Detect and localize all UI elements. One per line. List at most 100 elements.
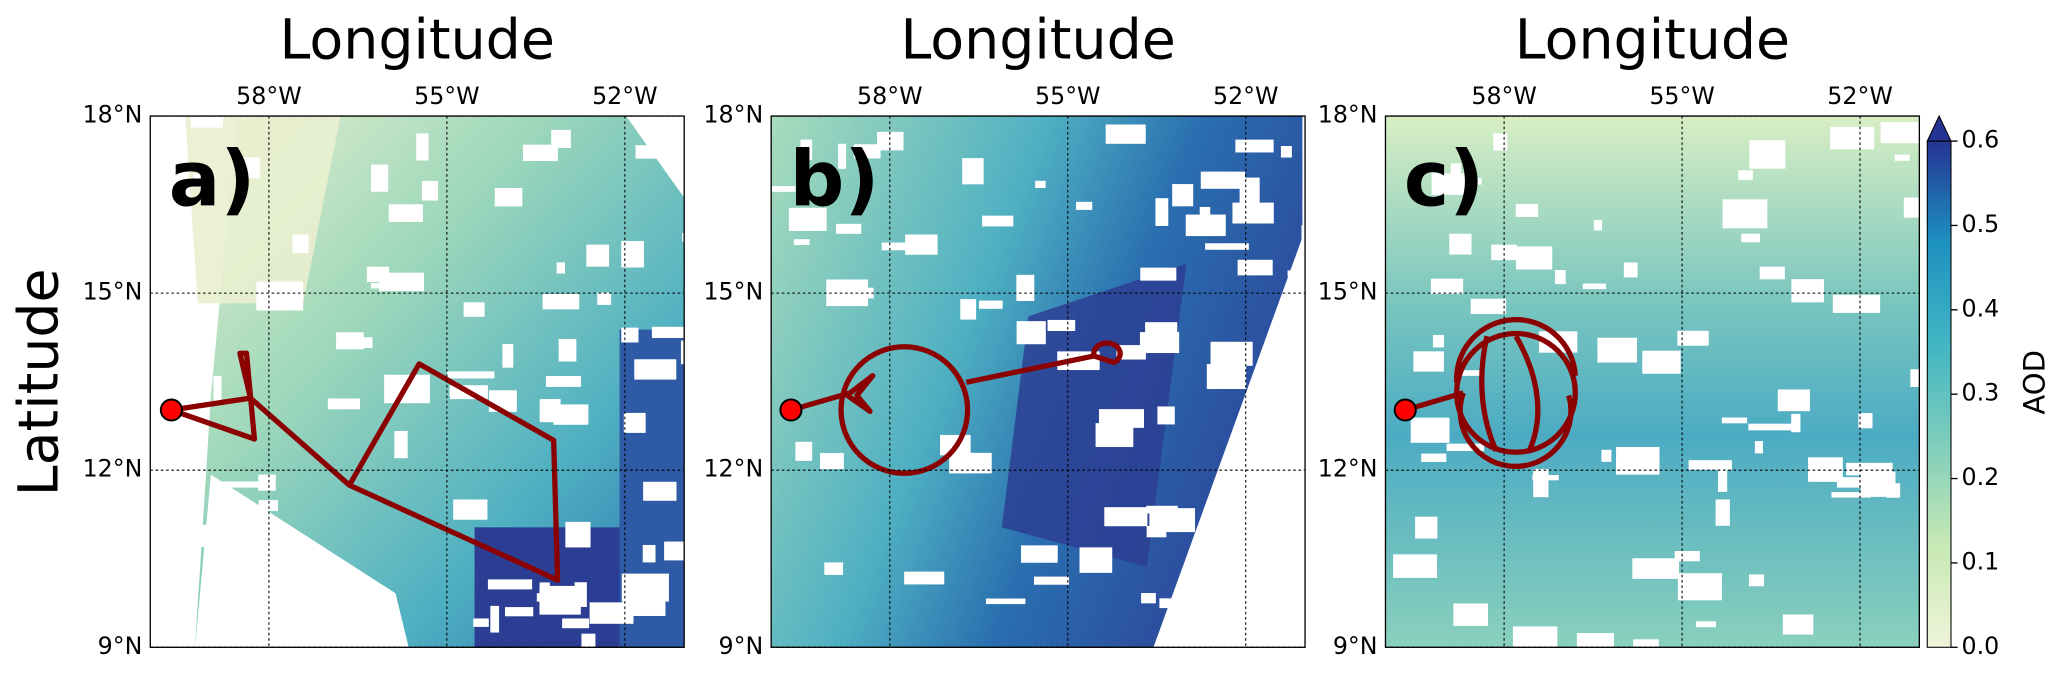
cloud-gap bbox=[881, 242, 922, 251]
cloud-gap bbox=[1894, 154, 1910, 161]
cloud-gap bbox=[1576, 633, 1615, 648]
colorbar-tick-label: 0.1 bbox=[1962, 547, 2000, 575]
cloud-gap bbox=[362, 337, 373, 349]
cloud-gap bbox=[877, 131, 904, 151]
aod-fields bbox=[150, 116, 1920, 648]
y-tick-label: 15°N bbox=[1318, 278, 1378, 306]
y-tick-label: 15°N bbox=[83, 278, 143, 306]
cloud-gap bbox=[1695, 621, 1717, 628]
cloud-gap bbox=[1754, 441, 1764, 454]
cloud-gap bbox=[1140, 267, 1177, 281]
cloud-gap bbox=[662, 129, 685, 149]
y-axis-title: Latitude bbox=[7, 268, 71, 496]
cloud-gap bbox=[1832, 294, 1881, 313]
cloud-gap bbox=[1182, 627, 1219, 647]
cloud-gap bbox=[985, 598, 1026, 605]
cloud-gap bbox=[327, 398, 361, 410]
y-tick-label: 9°N bbox=[719, 632, 764, 660]
cloud-gap bbox=[556, 262, 565, 274]
cloud-gap bbox=[1413, 351, 1444, 372]
cloud-gap bbox=[1808, 457, 1843, 482]
cloud-gap bbox=[379, 272, 425, 292]
cloud-gap bbox=[1237, 259, 1273, 276]
cloud-gap bbox=[1450, 163, 1461, 181]
cloud-gap bbox=[788, 207, 827, 231]
cloud-gap bbox=[1233, 548, 1250, 567]
cloud-gap bbox=[1759, 266, 1785, 280]
cloud-gap bbox=[1593, 219, 1603, 231]
cloud-gap bbox=[1674, 551, 1700, 562]
flight-track bbox=[838, 344, 971, 476]
cloud-gap bbox=[1791, 279, 1824, 303]
cloud-gap bbox=[1430, 278, 1464, 294]
cloud-gap bbox=[1748, 423, 1794, 431]
panel-label: b) bbox=[790, 136, 880, 225]
cloud-gap bbox=[819, 452, 844, 470]
cloud-gap bbox=[539, 585, 581, 615]
cloud-gap bbox=[1642, 350, 1681, 374]
cloud-gap bbox=[1533, 468, 1549, 498]
flight-track bbox=[170, 350, 561, 583]
cloud-gap bbox=[1632, 558, 1680, 579]
cloud-gap bbox=[1095, 423, 1134, 448]
map-frame bbox=[1384, 115, 1921, 648]
cloud-gap bbox=[651, 326, 685, 339]
y-tick-label: 18°N bbox=[703, 101, 763, 129]
cloud-gap bbox=[1415, 516, 1438, 539]
cloud-gap bbox=[292, 234, 309, 254]
cloud-gap bbox=[1287, 270, 1306, 277]
start-point bbox=[779, 398, 803, 422]
cloud-gap bbox=[213, 375, 222, 403]
cloud-gap bbox=[1016, 321, 1046, 345]
cloud-gap bbox=[664, 541, 685, 561]
cloud-gaps bbox=[150, 116, 685, 648]
cloud-gap bbox=[982, 215, 1014, 227]
cloud-gap bbox=[191, 332, 206, 340]
cloud-gap bbox=[643, 481, 677, 501]
cloud-gaps bbox=[1393, 122, 1920, 648]
cloud-gap bbox=[1232, 202, 1274, 224]
colorbar-tick-label: 0.0 bbox=[1962, 632, 2000, 660]
x-tick-label: 52°W bbox=[592, 82, 658, 110]
cloud-gap bbox=[220, 481, 264, 488]
x-tick-label: 58°W bbox=[1471, 82, 1537, 110]
cloud-gap bbox=[1016, 274, 1035, 302]
cloud-gap bbox=[1741, 233, 1760, 243]
cloud-gap bbox=[553, 404, 589, 425]
y-tick-label: 12°N bbox=[703, 455, 763, 483]
cloud-gap bbox=[1421, 453, 1447, 462]
cloud-gap bbox=[853, 144, 881, 159]
cloud-gap bbox=[597, 292, 612, 305]
cloud-gap bbox=[771, 186, 796, 192]
cloud-gap bbox=[1146, 505, 1178, 514]
cloud-gap bbox=[1633, 639, 1659, 648]
cloud-gap bbox=[487, 579, 533, 590]
cloud-gap bbox=[800, 139, 813, 160]
cloud-gap bbox=[494, 187, 523, 207]
cloud-gap bbox=[1200, 171, 1246, 189]
colorbar-tick-label: 0.2 bbox=[1962, 463, 2000, 491]
cloud-gap bbox=[565, 521, 591, 548]
cloud-gap bbox=[1715, 499, 1730, 526]
colorbar-tick-label: 0.4 bbox=[1962, 294, 2000, 322]
y-tick-label: 12°N bbox=[1318, 455, 1378, 483]
cloud-gap bbox=[642, 544, 656, 563]
cloud-gap bbox=[1276, 487, 1292, 496]
cloud-gap bbox=[904, 571, 945, 585]
cloud-gap bbox=[1688, 460, 1732, 470]
cloud-gap bbox=[256, 281, 304, 311]
cloud-gap bbox=[1210, 341, 1253, 366]
cloud-gap bbox=[1903, 197, 1920, 218]
cloud-gap bbox=[1777, 389, 1810, 412]
cloud-gap bbox=[447, 371, 495, 379]
cloud-gap bbox=[1554, 270, 1566, 285]
cloud-gap bbox=[824, 562, 844, 575]
cloud-gap bbox=[635, 145, 658, 159]
cloud-gap bbox=[505, 607, 534, 617]
cloud-gap bbox=[1718, 464, 1728, 492]
y-tick-label: 9°N bbox=[1333, 632, 1378, 660]
cloud-gap bbox=[421, 180, 439, 201]
cloud-gap bbox=[1782, 614, 1814, 635]
cloud-gap bbox=[1432, 334, 1444, 348]
cloud-gap bbox=[1791, 413, 1801, 433]
